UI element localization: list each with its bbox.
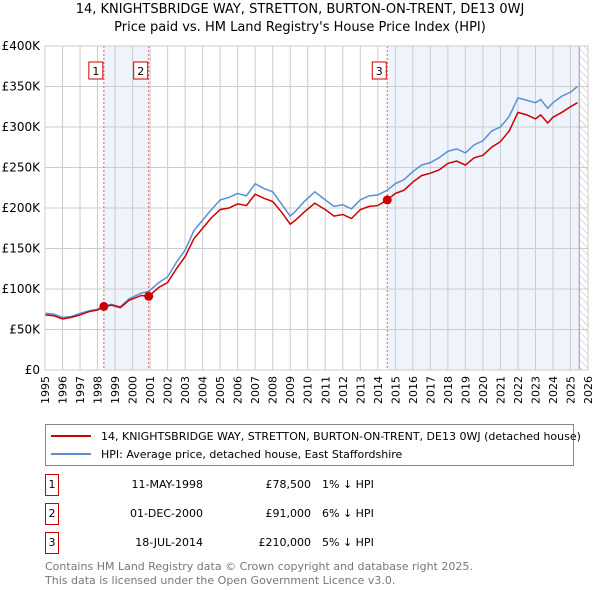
price-chart: 1995 1996 1997 1998 1999 2000 2001 2002 2003 2004… [2, 39, 595, 404]
x-tick-label: 2004 [197, 376, 210, 404]
transaction-date: 18-JUL-2014 [135, 536, 203, 549]
chart-title: 14, KNIGHTSBRIDGE WAY, STRETTON, BURTON-… [75, 2, 525, 17]
transaction-date: 11-MAY-1998 [131, 478, 203, 491]
x-tick-label: 2000 [127, 376, 140, 404]
transaction-price: £78,500 [265, 478, 312, 491]
marker-badge: 2 [45, 503, 59, 525]
legend-label: HPI: Average price, detached house, East… [101, 447, 403, 461]
transaction-label-box [371, 61, 387, 80]
transaction-point [99, 301, 109, 311]
x-tick-label: 2024 [547, 376, 560, 404]
transaction-price: £91,000 [265, 507, 312, 520]
transaction-label: 3 [376, 65, 383, 78]
transaction-hpi: 1% ↓ HPI [322, 478, 374, 491]
x-tick-label: 2012 [337, 376, 350, 404]
y-tick-label: £50K [9, 323, 41, 337]
x-tick-label: 2013 [354, 376, 367, 404]
chart-subtitle: Price paid vs. HM Land Registry's House … [114, 20, 486, 35]
transaction-row: 2 01-DEC-2000 £91,000 6% ↓ HPI [45, 503, 445, 525]
y-tick-label: £250K [2, 161, 42, 175]
y-tick-label: £100K [2, 282, 42, 296]
x-tick-label: 1998 [92, 376, 105, 404]
x-tick-label: 2018 [442, 376, 455, 404]
y-tick-label: £300K [2, 120, 42, 134]
x-tick-label: 2021 [494, 376, 507, 404]
y-tick-label: £0 [25, 363, 40, 377]
x-tick-label: 2022 [512, 376, 525, 404]
x-tick-label: 2006 [232, 376, 245, 404]
x-tick-label: 2016 [407, 376, 420, 404]
legend-swatch-red [51, 435, 91, 437]
x-tick-label: 2023 [529, 376, 542, 404]
x-tick-label: 2001 [144, 376, 157, 404]
hpi-line [44, 85, 578, 319]
x-tick-label: 2019 [459, 376, 472, 404]
transaction-date: 01-DEC-2000 [129, 507, 203, 520]
x-tick-label: 2003 [179, 376, 192, 404]
x-tick-label: 2010 [302, 376, 315, 404]
transaction-point [382, 195, 392, 205]
transaction-point [144, 291, 154, 301]
x-tick-label: 1999 [109, 376, 122, 404]
transaction-label-box [88, 61, 104, 80]
transaction-label-box [133, 61, 149, 80]
transaction-label: 1 [92, 65, 99, 78]
legend-swatch-blue [51, 453, 91, 455]
legend: 14, KNIGHTSBRIDGE WAY, STRETTON, BURTON-… [45, 424, 581, 466]
transaction-row: 1 11-MAY-1998 £78,500 1% ↓ HPI [45, 474, 445, 496]
x-tick-label: 2020 [477, 376, 490, 404]
x-tick-label: 1996 [57, 376, 70, 404]
x-tick-label: 2005 [214, 376, 227, 404]
x-tick-label: 2015 [389, 376, 402, 404]
transaction-price: £210,000 [258, 536, 312, 549]
transaction-hpi: 6% ↓ HPI [322, 507, 374, 520]
footer-copyright: Contains HM Land Registry data © Crown c… [45, 560, 473, 573]
footer-licence: This data is licensed under the Open Gov… [45, 574, 396, 587]
legend-item-hpi: HPI: Average price, detached house, East… [51, 446, 402, 462]
plot-border [44, 45, 589, 371]
y-tick-label: £150K [2, 242, 42, 256]
x-tick-label: 2007 [249, 376, 262, 404]
y-tick-label: £350K [2, 80, 42, 94]
transaction-hpi: 5% ↓ HPI [322, 536, 374, 549]
marker-badge: 3 [45, 532, 59, 554]
legend-label: 14, KNIGHTSBRIDGE WAY, STRETTON, BURTON-… [101, 429, 581, 443]
x-tick-label: 2014 [372, 376, 385, 404]
y-tick-label: £200K [2, 201, 42, 215]
x-tick-label: 2026 [582, 376, 595, 404]
transaction-row: 3 18-JUL-2014 £210,000 5% ↓ HPI [45, 532, 445, 554]
y-tick-label: £400K [2, 39, 42, 53]
x-tick-label: 1995 [39, 376, 52, 404]
transaction-label: 2 [137, 65, 144, 78]
x-tick-label: 2008 [267, 376, 280, 404]
x-tick-label: 2009 [284, 376, 297, 404]
x-tick-label: 2002 [162, 376, 175, 404]
x-tick-label: 2011 [319, 376, 332, 404]
x-tick-label: 2017 [424, 376, 437, 404]
marker-badge: 1 [45, 474, 59, 496]
property-price-line [44, 102, 578, 320]
x-tick-label: 1997 [74, 376, 87, 404]
x-tick-label: 2025 [564, 376, 577, 404]
legend-item-property: 14, KNIGHTSBRIDGE WAY, STRETTON, BURTON-… [51, 428, 581, 444]
